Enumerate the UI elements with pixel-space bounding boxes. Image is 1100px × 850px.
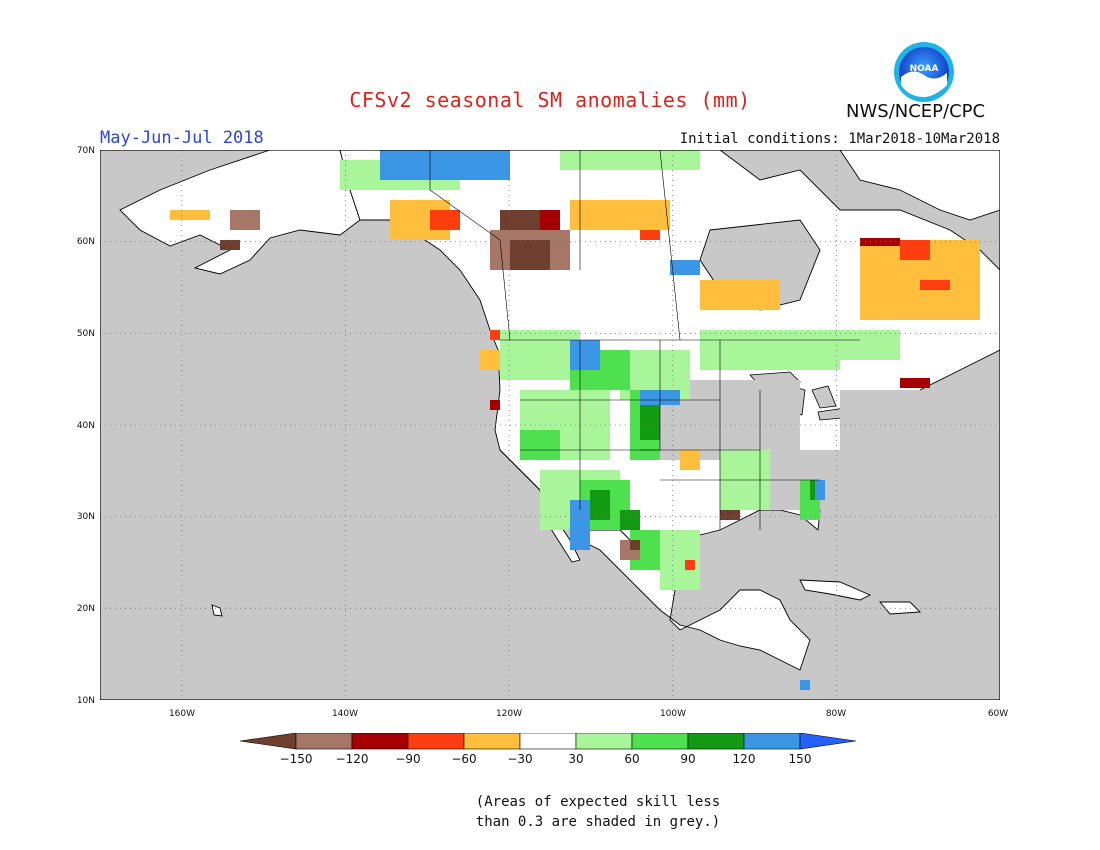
soil-moisture-anomaly-map [100,150,1000,700]
lat-label: 40N [77,421,95,431]
colorbar-swatch [687,733,745,750]
colorbar-swatch [351,733,409,750]
colorbar-tick-label: 150 [789,752,812,766]
colorbar-tick-label: −150 [280,752,313,766]
map-title: CFSv2 seasonal SM anomalies (mm) [349,88,751,112]
skill-note-line: than 0.3 are shaded in grey.) [475,814,721,830]
season-label: May-Jun-Jul 2018 [100,128,264,148]
lat-label: 20N [77,604,95,614]
colorbar-tick-label: −30 [507,752,532,766]
lon-label: 80W [826,709,846,719]
colorbar-arrow-low [240,733,297,750]
colorbar-swatch [743,733,801,750]
colorbar-swatch [295,733,353,750]
lon-label: 60W [988,709,1008,719]
colorbar-swatches [240,733,857,750]
agency-label: NWS/NCEP/CPC [846,101,986,122]
political-boundaries [429,150,860,530]
noaa-logo: NOAA [894,42,954,102]
colorbar-swatch [575,733,633,750]
colorbar-tick-label: 60 [624,752,639,766]
colorbar-tick-label: 30 [568,752,583,766]
colorbar-tick-label: −90 [395,752,420,766]
colorbar-tick-label: −120 [336,752,369,766]
lat-label: 60N [77,237,95,247]
anomaly-cells [170,150,980,690]
lat-label: 30N [77,512,95,522]
colorbar-swatch [631,733,689,750]
logo-text: NOAA [910,64,939,74]
initial-conditions-label: Initial conditions: 1Mar2018-10Mar2018 [679,131,1000,147]
lon-label: 140W [332,709,358,719]
colorbar-tick-label: −60 [451,752,476,766]
colorbar-tick-label: 90 [680,752,695,766]
map-axes: 70N 60N 50N 40N 30N 20N 10N 160W 140W 12… [77,146,1008,719]
colorbar-swatch [407,733,465,750]
colorbar-swatch [463,733,521,750]
lat-label: 50N [77,329,95,339]
graticule [100,150,1000,700]
lat-label: 10N [77,696,95,706]
lon-label: 160W [169,709,195,719]
colorbar-swatch [519,733,577,750]
colorbar-arrow-high [799,733,857,750]
lon-label: 120W [496,709,522,719]
lon-label: 100W [660,709,686,719]
skill-note: (Areas of expected skill less than 0.3 a… [0,792,1100,832]
skill-note-line: (Areas of expected skill less [475,794,721,810]
colorbar-legend: −150 −120 −90 −60 −30 30 60 90 120 150 [240,733,857,766]
colorbar-tick-label: 120 [733,752,756,766]
lat-label: 70N [77,146,95,156]
